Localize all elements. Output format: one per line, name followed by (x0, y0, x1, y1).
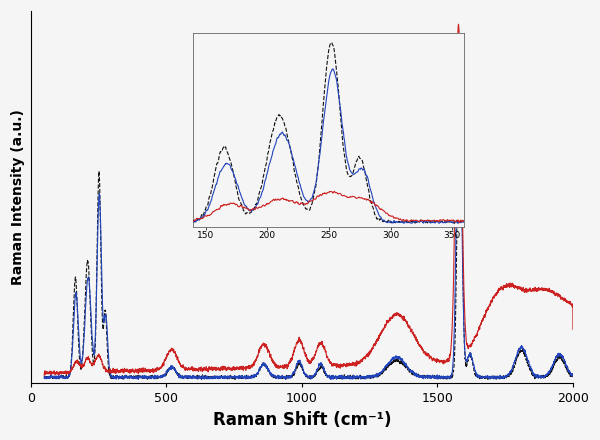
X-axis label: Raman Shift (cm⁻¹): Raman Shift (cm⁻¹) (212, 411, 391, 429)
Y-axis label: Raman Intensity (a.u.): Raman Intensity (a.u.) (11, 109, 25, 285)
